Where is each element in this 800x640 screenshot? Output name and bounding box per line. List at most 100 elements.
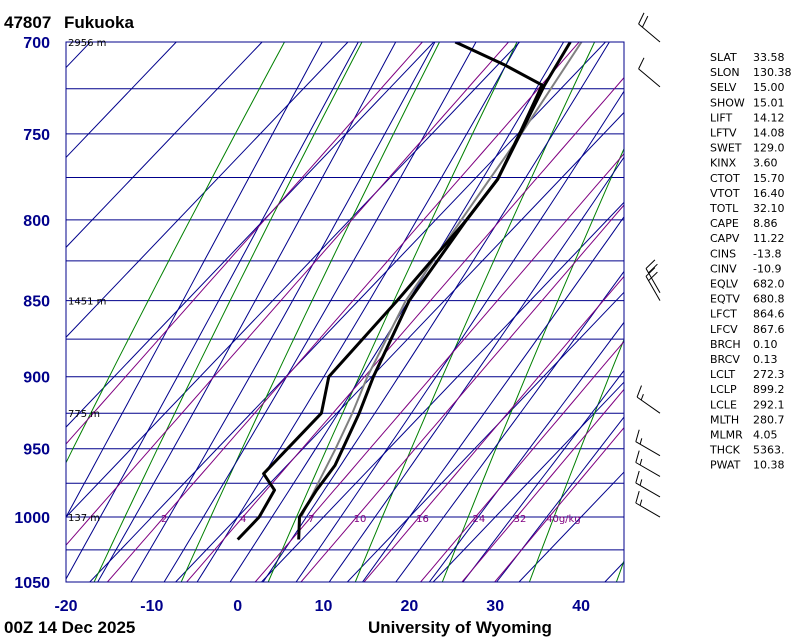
pressure-tick-labels: 700 750 800 850 900 950 1000 1050 [14,35,50,592]
mixing-ratio-label: 32 [514,514,527,525]
wind-barb-flag [648,271,658,282]
index-value: 680.8 [753,293,785,306]
wind-barb-half-flag [639,438,643,445]
grid-lines [0,42,624,582]
station-id: 47807 [4,13,51,32]
moist-adiabat-line [496,416,624,582]
index-name: SLON [710,66,740,79]
moist-adiabat-line [462,369,624,582]
pressure-tick-label: 1050 [14,575,50,592]
wind-barb-flag [635,470,640,484]
dry-adiabat-line [354,42,596,582]
index-value: 14.08 [753,127,785,140]
stability-indices: SLAT 33.58 SLON 130.38 SELV 15.00 SHOW 15.01 LIF… [709,51,792,472]
isotherm-line [66,42,521,518]
moist-adiabat-line [362,215,624,582]
index-value: 15.01 [753,96,785,109]
moist-adiabat-line [328,156,624,582]
index-name: LFCT [710,308,737,321]
isotherm-line [261,201,624,582]
index-value: 280.7 [753,413,785,426]
index-value: 682.0 [753,278,785,291]
index-name: TOTL [709,202,739,215]
wind-barb-flag [638,57,645,70]
isotherm-line [0,42,5,582]
index-value: 8.86 [753,217,778,230]
parcel-path-line [300,42,583,518]
index-value: 867.6 [753,323,785,336]
pressure-tick-label: 900 [23,370,50,387]
index-name: CINV [710,262,737,275]
isotherm-line [66,42,177,159]
pressure-tick-label: 950 [23,442,50,459]
wind-barb-flag [635,490,640,504]
wind-barb [645,267,661,301]
index-name: LCLT [710,368,735,381]
wind-barb-staff [635,462,661,477]
moist-adiabat-line [196,42,520,582]
wind-barb-half-flag [639,499,643,506]
mixing-ratio-label: 16 [416,514,429,525]
index-value: 130.38 [753,66,792,79]
mixing-ratio-line [420,340,624,582]
temperature-profile-line [297,42,572,540]
index-name: BRCV [710,353,740,366]
index-name: PWAT [710,459,741,472]
wind-barb-flag [641,15,649,28]
index-name: KINX [710,157,737,170]
isotherm-line [175,111,624,582]
index-value: 10.38 [753,459,785,472]
index-value: 4.05 [753,429,778,442]
index-name: EQTV [710,293,740,306]
dry-adiabat-line [93,42,363,582]
temperature-tick-label: 20 [401,598,419,615]
station-name: Fukuoka [64,13,134,32]
temperature-tick-label: 30 [486,598,504,615]
index-name: LFCV [710,323,738,336]
mixing-ratio-label: 10 [354,514,367,525]
moist-adiabat-line [295,90,624,582]
wind-barb-flag [635,450,640,463]
index-value: 129.0 [753,142,785,155]
index-name: EQLV [710,278,739,291]
moist-adiabat-line [262,42,610,582]
dry-adiabat-line [267,42,518,582]
moist-adiabat-line [66,42,323,519]
adiabat-lines [66,42,624,582]
index-name: CAPV [710,232,740,245]
mixing-ratio-line [363,275,624,582]
wind-barb-staff [636,396,661,414]
moist-adiabat-line [66,42,359,580]
sounding-profiles [236,42,583,541]
index-value: 3.60 [753,157,778,170]
wind-barb-half-flag [640,394,644,401]
index-name: VTOT [710,187,740,200]
pressure-tick-label: 1000 [14,510,50,527]
dry-adiabat-line [441,147,624,582]
index-name: BRCH [710,338,741,351]
index-value: 15.70 [753,172,785,185]
height-labels: 2956 m 1451 m 775 m 137 m [68,38,106,524]
mixing-ratio-line [494,426,624,582]
wind-barb [635,450,661,477]
wind-barb-flag [638,12,645,25]
wind-barb [638,57,661,88]
height-label: 137 m [68,513,100,524]
index-name: SWET [710,142,742,155]
wind-barb-flag [648,263,658,274]
index-name: SHOW [710,96,745,109]
isotherm-line [66,42,263,249]
wind-barb-flag [635,429,640,442]
pressure-tick-label: 750 [23,127,50,144]
height-label: 1451 m [68,297,106,308]
mixing-ratio-line [461,388,624,582]
index-name: CINS [710,247,736,260]
index-value: 292.1 [753,398,785,411]
index-name: SLAT [710,51,737,64]
data-source: University of Wyoming [368,618,552,637]
wind-barb-half-flag [639,479,643,486]
wind-barb [635,429,661,457]
wind-barb-staff [635,482,661,498]
mixing-ratio-label: 4 [240,514,246,525]
index-value: 33.58 [753,51,785,64]
